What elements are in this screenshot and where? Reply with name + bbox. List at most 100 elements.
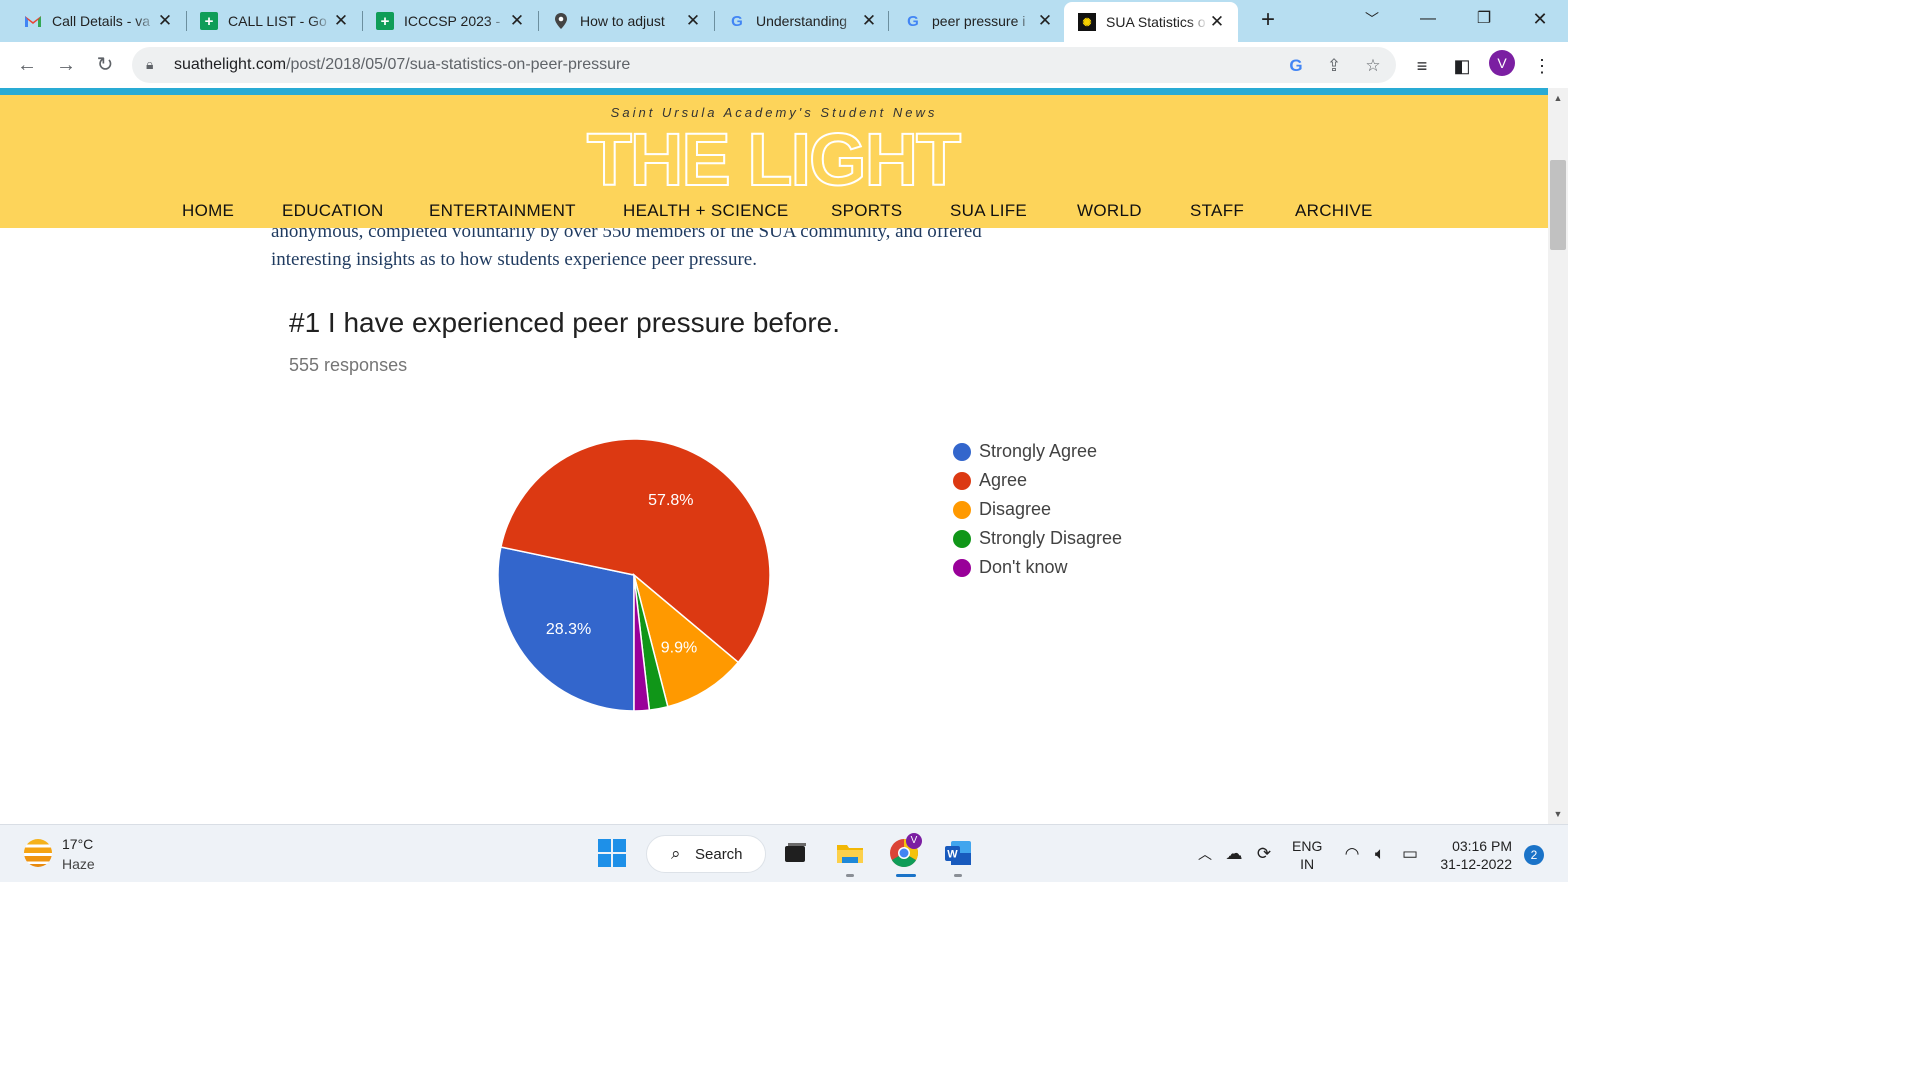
url-domain: suathelight.com [174, 56, 287, 73]
nav-health-science[interactable]: HEALTH + SCIENCE [623, 201, 789, 220]
volume-icon[interactable]: 🔈︎ [1374, 844, 1386, 863]
legend-item[interactable]: Strongly Disagree [953, 524, 1122, 553]
nav-archive[interactable]: ARCHIVE [1295, 201, 1373, 220]
profile-avatar[interactable]: V [1489, 50, 1515, 76]
legend-label: Strongly Disagree [979, 528, 1123, 548]
language-indicator[interactable]: ENG IN [1292, 837, 1322, 895]
chart-legend: Strongly Agree Agree Disagree Strongly Disa… [953, 437, 1122, 582]
page-scrollbar[interactable]: ▲ ▼ [1548, 88, 1568, 824]
legend-color-dot [953, 529, 971, 548]
nav-world[interactable]: WORLD [1077, 201, 1142, 220]
pie-value-label: 57.8% [648, 492, 693, 509]
main-nav: HOME EDUCATION ENTERTAINMENT HEALTH + SC… [0, 201, 1548, 225]
share-icon[interactable]: ⇪ [1326, 56, 1342, 75]
tab-title: ICCCSP 2023 - [404, 13, 501, 29]
reading-list-icon[interactable]: ≡ [1416, 56, 1428, 76]
onedrive-cloud-icon[interactable]: ☁ [1225, 844, 1243, 863]
pie-slice-agree[interactable] [500, 438, 771, 664]
lock-icon[interactable]: 🔒︎ [146, 56, 154, 72]
browser-tab-strip: Call Details - va ✕ + CALL LIST - Go ✕ +… [0, 0, 1568, 42]
taskbar-search-button[interactable]: ⌕ Search [646, 835, 766, 873]
nav-education[interactable]: EDUCATION [282, 201, 384, 220]
address-bar[interactable]: 🔒︎ suathelight.com/post/2018/05/07/sua-s… [132, 47, 1396, 83]
word-icon[interactable]: W [942, 837, 974, 869]
close-tab-icon[interactable]: ✕ [861, 11, 877, 30]
site-tagline: Saint Ursula Academy's Student News [610, 105, 938, 120]
scroll-down-icon[interactable]: ▼ [1553, 809, 1563, 819]
scroll-thumb[interactable] [1550, 160, 1566, 250]
legend-color-dot [953, 500, 971, 519]
legend-color-dot [953, 471, 971, 490]
close-tab-icon[interactable]: ✕ [157, 11, 173, 30]
close-tab-icon[interactable]: ✕ [509, 11, 525, 30]
tab-peer-pressure[interactable]: G peer pressure i ✕ [880, 0, 1066, 42]
battery-icon[interactable]: ▭ [1401, 844, 1419, 863]
tab-call-list[interactable]: + CALL LIST - Go ✕ [176, 0, 362, 42]
tab-title: peer pressure i [932, 13, 1026, 29]
task-view-icon[interactable] [779, 837, 811, 869]
tab-icccsp[interactable]: + ICCCSP 2023 - ✕ [352, 0, 538, 42]
pie-value-label: 28.3% [546, 621, 591, 638]
close-tab-icon[interactable]: ✕ [1037, 11, 1053, 30]
reload-button[interactable]: ↻ [96, 54, 114, 76]
pie-slice-strongly-agree[interactable] [497, 546, 635, 712]
google-lens-icon[interactable]: G [1289, 56, 1303, 75]
tab-how-to-adjust[interactable]: How to adjust ✕ [528, 0, 714, 42]
new-tab-button[interactable]: + [1260, 6, 1275, 33]
weather-condition[interactable]: Haze [62, 856, 95, 872]
side-panel-icon[interactable]: ◧ [1453, 56, 1471, 76]
nav-sports[interactable]: SPORTS [831, 201, 903, 220]
url-text[interactable]: suathelight.com/post/2018/05/07/sua-stat… [174, 56, 630, 74]
bookmark-star-icon[interactable]: ☆ [1365, 56, 1381, 75]
sheets-icon: + [376, 12, 394, 30]
show-hidden-icons-chevron-icon[interactable]: ︿ [1198, 846, 1212, 862]
weather-temperature[interactable]: 17°C [62, 836, 94, 852]
restore-button[interactable]: ❐ [1476, 10, 1492, 27]
close-tab-icon[interactable]: ✕ [333, 11, 349, 30]
chrome-profile-badge: V [906, 833, 922, 849]
sync-icon[interactable]: ⟳ [1256, 844, 1272, 863]
gmail-icon [24, 12, 42, 30]
clock-date: 31-12-2022 [1440, 856, 1512, 872]
tab-search-chevron-icon[interactable]: ﹀ [1365, 11, 1379, 27]
pie-slice-don-t-know[interactable] [633, 574, 651, 712]
nav-entertainment[interactable]: ENTERTAINMENT [429, 201, 576, 220]
region-code: IN [1300, 856, 1315, 872]
minimize-button[interactable]: — [1420, 10, 1436, 27]
close-tab-icon[interactable]: ✕ [1209, 12, 1225, 31]
legend-item[interactable]: Agree [953, 466, 1122, 495]
clock-time: 03:16 PM [1452, 838, 1512, 854]
legend-label: Agree [979, 470, 1028, 490]
scroll-up-icon[interactable]: ▲ [1553, 93, 1563, 103]
windows-start-icon[interactable] [596, 837, 628, 869]
legend-item[interactable]: Strongly Agree [953, 437, 1122, 466]
tab-sua-statistics[interactable]: ✺ SUA Statistics o ✕ [1064, 2, 1238, 42]
legend-label: Don't know [979, 557, 1068, 577]
tab-title: Call Details - va [52, 13, 151, 29]
tab-title: How to adjust [580, 13, 665, 29]
legend-item[interactable]: Don't know [953, 553, 1122, 582]
legend-color-dot [953, 558, 971, 577]
nav-home[interactable]: HOME [182, 201, 235, 220]
tab-understanding[interactable]: G Understanding ✕ [704, 0, 890, 42]
url-path: /post/2018/05/07/sua-statistics-on-peer-… [286, 56, 631, 73]
nav-sua-life[interactable]: SUA LIFE [950, 201, 1028, 220]
nav-staff[interactable]: STAFF [1190, 201, 1245, 220]
wifi-icon[interactable]: ◠ [1344, 844, 1360, 863]
legend-label: Strongly Agree [979, 441, 1098, 461]
legend-item[interactable]: Disagree [953, 495, 1122, 524]
notification-count-badge[interactable]: 2 [1524, 845, 1544, 865]
close-tab-icon[interactable]: ✕ [685, 11, 701, 30]
forward-button[interactable]: → [56, 54, 76, 76]
haze-weather-icon[interactable] [24, 839, 52, 867]
more-menu-icon[interactable]: ⋮ [1533, 56, 1551, 76]
sheets-icon: + [200, 12, 218, 30]
tab-call-details[interactable]: Call Details - va ✕ [0, 0, 186, 42]
clock[interactable]: 03:16 PM 31-12-2022 [1438, 837, 1512, 895]
site-logo[interactable]: THE LIGHT [566, 129, 980, 189]
back-button[interactable]: ← [17, 54, 37, 76]
tab-title: Understanding [756, 13, 848, 29]
close-window-button[interactable]: ✕ [1532, 9, 1548, 29]
file-explorer-icon[interactable] [834, 837, 866, 869]
tab-title: CALL LIST - Go [228, 13, 327, 29]
